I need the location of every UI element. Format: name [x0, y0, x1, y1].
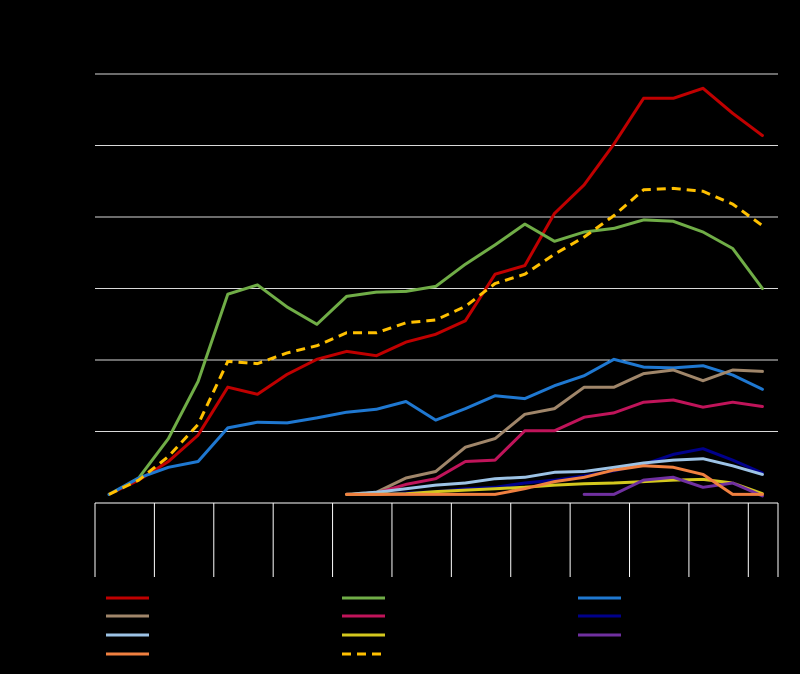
series-line-0 [107, 86, 764, 496]
legend [106, 596, 621, 656]
series-line-6 [345, 457, 764, 496]
series-line-4 [345, 398, 764, 496]
x-axis [94, 502, 779, 577]
series-line-9 [345, 464, 764, 496]
gridlines [95, 73, 778, 432]
series-line-2 [107, 357, 764, 496]
series-line-1 [107, 218, 764, 496]
plot-area [107, 86, 764, 498]
series-line-8 [582, 475, 764, 498]
series-line-3 [345, 368, 764, 496]
